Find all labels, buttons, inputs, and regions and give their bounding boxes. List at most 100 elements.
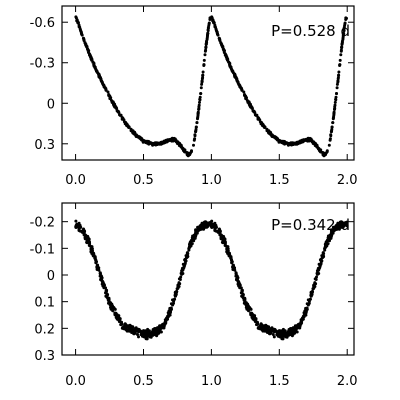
data-point xyxy=(337,225,341,228)
data-point xyxy=(129,327,133,331)
data-point xyxy=(89,244,92,248)
data-point xyxy=(177,281,181,285)
data-point xyxy=(193,236,197,240)
data-point xyxy=(219,41,223,45)
data-point xyxy=(94,258,98,262)
data-point xyxy=(136,333,139,336)
data-point xyxy=(110,99,113,102)
y-tick-label: -0.3 xyxy=(30,57,55,72)
data-point xyxy=(233,75,237,79)
data-point xyxy=(243,93,247,97)
data-point xyxy=(260,328,264,332)
data-point xyxy=(85,45,89,49)
y-tick-label: 0.3 xyxy=(34,349,55,364)
data-point xyxy=(145,331,149,335)
data-point xyxy=(227,254,231,258)
data-point xyxy=(92,254,96,258)
data-point xyxy=(116,109,120,113)
data-point xyxy=(198,100,201,104)
data-point xyxy=(343,21,347,25)
data-point xyxy=(104,290,108,294)
data-point xyxy=(160,141,164,145)
data-point xyxy=(204,46,208,50)
data-point xyxy=(194,125,198,129)
data-point xyxy=(117,314,121,318)
data-point xyxy=(260,323,264,327)
data-point xyxy=(82,231,86,234)
data-point xyxy=(278,329,281,333)
data-point xyxy=(173,138,177,142)
data-point xyxy=(180,266,184,270)
data-point xyxy=(196,111,200,115)
data-point xyxy=(186,151,190,155)
data-point xyxy=(252,109,256,113)
y-tick-label: 0 xyxy=(47,97,55,112)
y-tick-label: 0 xyxy=(47,269,55,284)
data-point xyxy=(225,57,229,61)
data-point xyxy=(89,57,93,61)
data-point xyxy=(192,138,196,142)
x-tick-label: 2.0 xyxy=(337,374,358,389)
data-point xyxy=(234,272,238,276)
data-point xyxy=(188,242,192,246)
data-point xyxy=(206,29,210,33)
data-point xyxy=(166,313,170,317)
data-point xyxy=(80,32,84,36)
data-point xyxy=(180,272,184,276)
data-point xyxy=(265,327,269,331)
y-tick-label: -0.6 xyxy=(30,16,55,31)
data-point xyxy=(132,132,136,136)
data-point xyxy=(323,246,327,250)
data-point xyxy=(314,278,318,281)
data-point xyxy=(161,325,165,329)
y-tick-label: -0.1 xyxy=(30,242,55,257)
data-point xyxy=(243,297,247,301)
data-point xyxy=(201,73,205,77)
data-point xyxy=(334,225,338,229)
x-tick-label: 0.5 xyxy=(133,374,154,389)
data-point xyxy=(95,268,99,271)
data-point xyxy=(115,317,119,321)
data-point xyxy=(183,257,187,261)
data-point xyxy=(298,322,302,326)
data-point xyxy=(173,291,177,295)
data-point xyxy=(330,125,334,129)
data-point xyxy=(274,136,278,140)
data-point xyxy=(83,41,87,45)
data-point xyxy=(292,329,296,333)
data-point xyxy=(313,281,317,285)
data-point xyxy=(106,90,110,94)
x-tick-label: 1.0 xyxy=(201,173,222,188)
data-point xyxy=(331,121,335,125)
data-point xyxy=(100,276,104,280)
data-point xyxy=(114,106,118,110)
data-point xyxy=(247,309,250,313)
data-point xyxy=(332,111,336,115)
data-point xyxy=(200,77,204,81)
data-point xyxy=(168,138,171,142)
data-point xyxy=(327,143,331,147)
data-point xyxy=(214,25,217,29)
period-annotation: P=0.528 d xyxy=(271,22,350,40)
data-point xyxy=(198,98,202,102)
data-points xyxy=(74,219,349,341)
data-point xyxy=(336,222,340,226)
data-point xyxy=(93,256,97,260)
data-point xyxy=(276,138,280,142)
data-point xyxy=(134,328,138,331)
data-point xyxy=(256,326,260,329)
data-point xyxy=(175,142,179,145)
data-point xyxy=(263,324,267,328)
data-point xyxy=(245,304,248,308)
x-tick-label: 1.5 xyxy=(269,374,290,389)
data-point xyxy=(263,125,267,129)
data-point xyxy=(342,29,346,33)
data-point xyxy=(213,229,217,232)
data-point xyxy=(319,257,323,261)
data-point xyxy=(187,246,191,250)
data-point xyxy=(245,99,249,102)
data-point xyxy=(94,68,98,72)
data-point xyxy=(297,325,301,329)
data-point xyxy=(113,313,117,317)
data-point xyxy=(193,133,197,137)
